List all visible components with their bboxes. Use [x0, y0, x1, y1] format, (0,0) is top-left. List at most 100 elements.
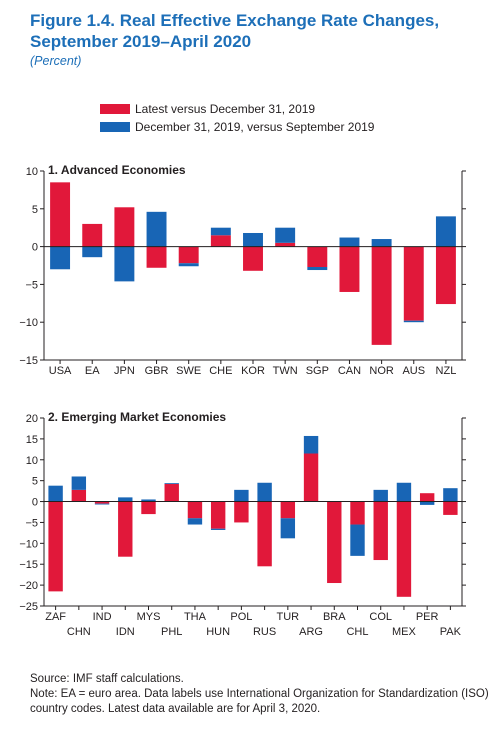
x-tick-label: CAN — [338, 365, 361, 377]
y-tick-label: −5 — [25, 279, 38, 291]
bar-chn-previous — [71, 476, 87, 490]
bar-gbr-previous — [146, 211, 167, 247]
y-tick-label: 10 — [26, 166, 38, 178]
y-tick-label: −10 — [19, 538, 38, 550]
x-tick-label: PAK — [440, 626, 462, 638]
x-tick-label: RUS — [253, 626, 276, 638]
bar-mys-previous — [141, 499, 156, 502]
bar-ind-previous — [94, 503, 110, 505]
bar-ind-latest — [94, 501, 110, 504]
bar-hun-previous — [210, 528, 226, 530]
bar-can-latest — [339, 246, 360, 292]
x-tick-label: CHL — [346, 626, 368, 638]
x-tick-label: CHE — [209, 365, 232, 377]
x-tick-label: POL — [230, 611, 252, 623]
emerging-markets-chart: 2. Emerging Market Economies −25 −20 −15 −10… — [19, 410, 466, 638]
panel-title: 2. Emerging Market Economies — [48, 410, 226, 424]
legend-item-previous: December 31, 2019, versus September 2019 — [100, 118, 374, 136]
x-tick-label: MYS — [137, 611, 161, 623]
y-tick-label: 10 — [26, 455, 38, 467]
y-tick-label: −10 — [19, 317, 38, 329]
bar-tha-previous — [187, 518, 203, 525]
bar-sgp-previous — [307, 267, 328, 271]
bar-mex-latest — [396, 501, 412, 597]
bar-rus-latest — [257, 501, 272, 567]
bar-kor-latest — [243, 246, 263, 271]
y-tick-label: 20 — [26, 413, 38, 425]
bar-col-previous — [373, 489, 388, 502]
x-tick-label: BRA — [323, 611, 346, 623]
bar-ea-latest — [82, 223, 103, 247]
bar-gbr-latest — [146, 246, 167, 268]
bar-zaf-latest — [48, 501, 63, 592]
bar-pol-previous — [234, 489, 249, 502]
x-tick-label: PHL — [161, 626, 182, 638]
y-tick-label: −20 — [19, 580, 38, 592]
bar-idn-latest — [118, 501, 133, 557]
legend-label-previous: December 31, 2019, versus September 2019 — [135, 120, 375, 134]
bar-zaf-previous — [48, 485, 63, 502]
x-tick-label: TWN — [273, 365, 298, 377]
bar-pak-previous — [443, 488, 458, 502]
y-tick-label: 0 — [32, 242, 38, 254]
bar-jpn-previous — [114, 246, 135, 282]
x-tick-label: ZAF — [45, 611, 66, 623]
legend-swatch-blue — [100, 122, 130, 132]
bar-phl-previous — [164, 483, 179, 485]
y-tick-label: 15 — [26, 434, 38, 446]
bar-chl-previous — [350, 524, 365, 556]
y-tick-label: 0 — [32, 497, 38, 509]
x-tick-label: COL — [369, 611, 392, 623]
bar-pak-latest — [443, 501, 458, 515]
bar-sgp-latest — [307, 246, 328, 268]
x-tick-label: THA — [184, 611, 207, 623]
bar-ea-previous — [82, 246, 103, 258]
footer: Source: IMF staff calculations. Note: EA… — [30, 672, 490, 717]
bar-tur-previous — [280, 518, 296, 539]
bar-kor-previous — [243, 232, 263, 247]
legend-item-latest: Latest versus December 31, 2019 — [100, 100, 374, 118]
bar-mex-previous — [396, 482, 412, 502]
x-tick-label: AUS — [402, 365, 425, 377]
legend-swatch-red — [100, 104, 130, 114]
bar-aus-previous — [403, 320, 424, 323]
x-tick-label: IDN — [116, 626, 135, 638]
y-tick-label: 5 — [32, 476, 38, 488]
x-tick-label: TUR — [277, 611, 300, 623]
x-tick-label: NOR — [369, 365, 394, 377]
x-tick-label: PER — [416, 611, 439, 623]
panel-title: 1. Advanced Economies — [48, 163, 186, 177]
bar-arg-previous — [303, 435, 319, 454]
x-tick-label: SWE — [176, 365, 201, 377]
bar-che-previous — [210, 227, 231, 236]
bar-chn-latest — [71, 489, 87, 502]
y-tick-label: −5 — [25, 517, 38, 529]
x-tick-label: KOR — [241, 365, 265, 377]
source-note: Source: IMF staff calculations. — [30, 673, 184, 685]
x-tick-label: MEX — [392, 626, 417, 638]
bar-hun-latest — [210, 501, 226, 529]
x-tick-label: SGP — [306, 365, 329, 377]
figure-title: Figure 1.4. Real Effective Exchange Rate… — [30, 11, 440, 51]
bar-idn-previous — [118, 497, 133, 502]
bar-rus-previous — [257, 482, 272, 502]
x-tick-label: HUN — [206, 626, 230, 638]
x-tick-label: ARG — [299, 626, 323, 638]
legend: Latest versus December 31, 2019 December… — [100, 100, 374, 136]
y-tick-label: −15 — [19, 355, 38, 367]
x-tick-label: EA — [85, 365, 100, 377]
y-tick-label: 5 — [32, 204, 38, 216]
y-tick-label: −25 — [19, 601, 38, 613]
bar-nzl-previous — [435, 216, 456, 247]
bar-tha-latest — [187, 501, 203, 519]
bar-mys-latest — [141, 501, 156, 515]
bar-nor-previous — [371, 239, 392, 247]
y-tick-label: −15 — [19, 559, 38, 571]
bar-can-previous — [339, 237, 360, 247]
bar-per-latest — [419, 493, 435, 502]
bar-col-latest — [373, 501, 388, 561]
bar-aus-latest — [403, 246, 424, 321]
bar-usa-previous — [50, 246, 71, 270]
bar-swe-previous — [178, 263, 199, 267]
x-tick-label: JPN — [114, 365, 135, 377]
